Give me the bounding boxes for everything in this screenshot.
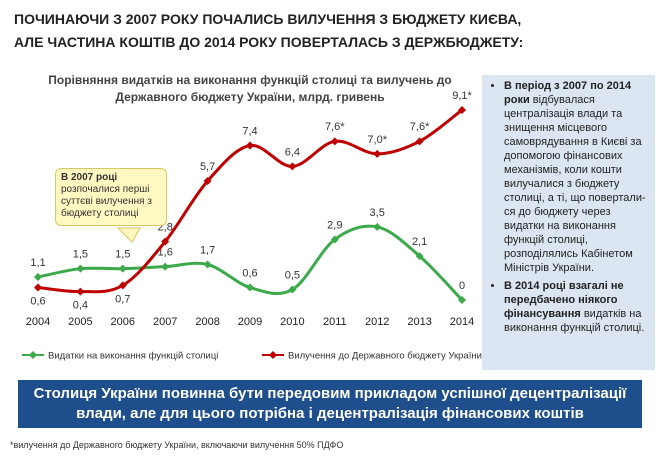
sidebar-text: відбувалася централізація влади та знище… bbox=[504, 94, 646, 274]
legend-label: Видатки на виконання функцій столиці bbox=[48, 351, 218, 362]
sidebar: В період з 2007 по 2014 роки відбувалася… bbox=[482, 75, 655, 370]
legend-label: Вилучення до Державного бюджету України bbox=[288, 351, 482, 362]
x-tick-label: 2012 bbox=[365, 316, 389, 328]
point bbox=[246, 141, 254, 150]
value-label: 0,6 bbox=[242, 267, 257, 279]
value-label: 3,5 bbox=[370, 207, 385, 219]
value-label: 2,9 bbox=[327, 219, 342, 231]
value-label: 5,7 bbox=[200, 161, 215, 173]
value-label: 0,4 bbox=[73, 300, 88, 312]
chart-title: Порівняння видатків на виконання функцій… bbox=[48, 73, 452, 104]
x-tick-label: 2011 bbox=[323, 316, 347, 328]
callout-text: розпочалися перші суттєві вилучення з бю… bbox=[61, 184, 152, 219]
point bbox=[458, 296, 466, 304]
point bbox=[76, 264, 85, 273]
value-label: 6,4 bbox=[285, 146, 300, 158]
value-label: 7,6* bbox=[325, 121, 345, 133]
point bbox=[373, 149, 382, 158]
value-label: 0 bbox=[459, 280, 465, 292]
point bbox=[34, 283, 42, 292]
x-tick-label: 2005 bbox=[68, 316, 92, 328]
point bbox=[246, 283, 254, 292]
legend-marker bbox=[29, 351, 37, 359]
point bbox=[330, 235, 339, 244]
x-tick-label: 2013 bbox=[407, 316, 431, 328]
point bbox=[330, 137, 339, 146]
point bbox=[288, 285, 297, 294]
x-tick-label: 2010 bbox=[280, 316, 304, 328]
value-label: 7,6* bbox=[410, 121, 430, 133]
legend-marker bbox=[269, 351, 277, 359]
point bbox=[415, 137, 424, 146]
value-label: 1,6 bbox=[158, 246, 173, 258]
value-label: 0,6 bbox=[30, 295, 45, 307]
x-tick-label: 2004 bbox=[26, 316, 50, 328]
value-label: 1,5 bbox=[115, 249, 130, 261]
x-tick-label: 2008 bbox=[195, 316, 219, 328]
sidebar-bold: В 2014 році взагалі не передбачено ніяко… bbox=[504, 280, 624, 320]
point bbox=[118, 264, 127, 273]
footnote: *вилучення до Державного бюджету України… bbox=[10, 440, 344, 450]
value-label: 1,1 bbox=[30, 257, 45, 269]
callout: В 2007 році розпочалися перші суттєві вил… bbox=[55, 168, 167, 226]
sidebar-list: В період з 2007 по 2014 роки відбувалася… bbox=[490, 79, 649, 335]
point bbox=[161, 262, 170, 271]
value-label: 7,4 bbox=[242, 125, 257, 137]
x-tick-label: 2014 bbox=[450, 316, 474, 328]
point bbox=[203, 260, 212, 269]
point bbox=[34, 273, 42, 282]
x-tick-label: 2009 bbox=[238, 316, 262, 328]
banner: Столиця України повинна бути передовим п… bbox=[18, 380, 642, 428]
value-label: 0,5 bbox=[285, 269, 300, 281]
point bbox=[458, 106, 466, 114]
sidebar-item: В 2014 році взагалі не передбачено ніяко… bbox=[504, 279, 649, 335]
point bbox=[161, 237, 170, 246]
point bbox=[203, 176, 212, 185]
point bbox=[373, 222, 382, 231]
sidebar-bold: В період з 2007 по 2014 роки bbox=[504, 80, 632, 106]
value-label: 7,0* bbox=[367, 134, 387, 146]
point bbox=[415, 252, 424, 261]
point bbox=[118, 281, 127, 290]
value-label: 1,7 bbox=[200, 244, 215, 256]
point bbox=[76, 287, 85, 296]
sidebar-item: В період з 2007 по 2014 роки відбувалася… bbox=[504, 79, 649, 275]
point bbox=[288, 162, 297, 171]
header-line: ПОЧИНАЮЧИ З 2007 РОКУ ПОЧАЛИСЬ ВИЛУЧЕННЯ… bbox=[14, 11, 522, 27]
value-label: 9,1* bbox=[452, 90, 472, 102]
x-tick-label: 2007 bbox=[153, 316, 177, 328]
header-line: АЛЕ ЧАСТИНА КОШТІВ ДО 2014 РОКУ ПОВЕРТАЛ… bbox=[14, 34, 524, 50]
value-label: 0,7 bbox=[115, 293, 130, 305]
x-tick-label: 2006 bbox=[111, 316, 135, 328]
value-label: 1,5 bbox=[73, 249, 88, 261]
sidebar-text: видатків на виконання функцій столиці. bbox=[504, 308, 645, 334]
header: ПОЧИНАЮЧИ З 2007 РОКУ ПОЧАЛИСЬ ВИЛУЧЕННЯ… bbox=[14, 8, 523, 54]
value-label: 2,1 bbox=[412, 236, 427, 248]
callout-bold: В 2007 році bbox=[61, 172, 118, 183]
callout-pointer bbox=[116, 227, 141, 243]
